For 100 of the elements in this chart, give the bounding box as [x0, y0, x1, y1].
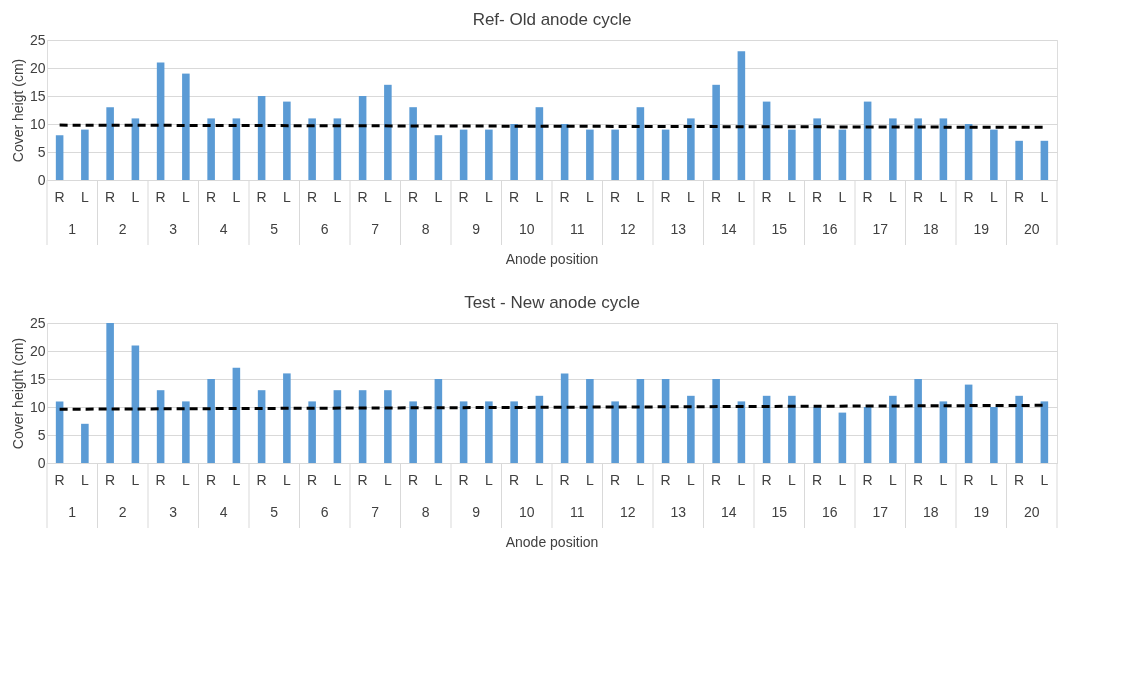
text: 14	[720, 504, 737, 520]
text: 16	[821, 221, 838, 237]
chart-title: Test - New anode cycle	[464, 293, 640, 312]
bar	[131, 345, 140, 463]
x-tick-label: L	[282, 471, 291, 488]
text: 1	[68, 504, 77, 520]
x-tick-label: L	[1040, 471, 1049, 488]
bar	[232, 367, 241, 463]
bar	[207, 118, 215, 180]
bar	[131, 118, 140, 180]
bar	[813, 407, 821, 463]
bar	[661, 129, 670, 180]
x-tick-label: L	[131, 471, 140, 488]
x-tick-label: R	[761, 188, 772, 205]
x-tick-label: L	[989, 471, 998, 488]
x-tick-label: L	[333, 188, 342, 205]
x-tick-label: L	[636, 188, 645, 205]
x-tick-label: R	[105, 471, 116, 488]
x-tick-label: L	[1040, 188, 1049, 205]
text: 18	[922, 504, 939, 520]
x-tick-label: R	[155, 471, 166, 488]
x-tick-label: R	[963, 471, 974, 488]
bar	[838, 412, 847, 463]
x-tick-label: R	[913, 188, 924, 205]
text: 2	[118, 221, 127, 237]
bar	[586, 379, 594, 463]
text: 4	[219, 504, 228, 520]
x-tick-label: L	[838, 188, 847, 205]
x-tick-label: R	[660, 188, 671, 205]
bar	[1015, 140, 1023, 180]
x-tick-label: R	[54, 471, 65, 488]
text: 6	[320, 221, 329, 237]
text: 17	[872, 504, 889, 520]
bar	[560, 373, 569, 463]
y-tick-label: 10	[29, 398, 46, 415]
bar	[1040, 140, 1049, 180]
y-tick-label: 15	[29, 87, 46, 104]
x-axis-title: Anode position	[505, 251, 599, 267]
bar	[308, 401, 316, 463]
x-tick-label: L	[484, 188, 493, 205]
y-tick-label: 10	[29, 115, 46, 132]
y-tick-label: 5	[37, 143, 46, 160]
text: 8	[421, 504, 430, 520]
text: 5	[270, 504, 279, 520]
bar	[283, 373, 291, 463]
x-tick-label: L	[80, 471, 89, 488]
bar	[964, 124, 973, 180]
x-tick-label: L	[535, 471, 544, 488]
x-tick-label: R	[256, 471, 267, 488]
text: 13	[670, 221, 687, 237]
x-tick-label: R	[155, 188, 166, 205]
bar	[485, 129, 493, 180]
x-tick-label: R	[458, 471, 469, 488]
text: 15	[771, 221, 788, 237]
x-tick-label: L	[888, 471, 897, 488]
bar	[182, 401, 190, 463]
x-tick-label: R	[1014, 471, 1025, 488]
bar	[257, 96, 266, 180]
bar	[586, 129, 594, 180]
bar	[712, 379, 720, 463]
bar	[485, 401, 493, 463]
x-tick-label: L	[131, 188, 140, 205]
bar	[788, 395, 796, 463]
text: 20	[1023, 504, 1040, 520]
x-tick-label: L	[484, 471, 493, 488]
x-tick-label: L	[434, 188, 443, 205]
x-tick-label: L	[383, 471, 392, 488]
bar	[283, 101, 291, 180]
x-tick-label: L	[686, 471, 695, 488]
x-tick-label: L	[737, 471, 746, 488]
x-tick-label: L	[585, 471, 594, 488]
x-tick-label: L	[80, 188, 89, 205]
bar	[914, 379, 922, 463]
bar	[434, 379, 443, 463]
text: 2	[118, 504, 127, 520]
y-tick-label: 15	[29, 370, 46, 387]
y-tick-label: 20	[29, 59, 46, 76]
text: 10	[518, 504, 535, 520]
x-tick-label: R	[559, 188, 570, 205]
bar	[81, 129, 89, 180]
x-tick-label: R	[206, 471, 217, 488]
x-tick-label: L	[787, 471, 796, 488]
bar	[182, 73, 190, 180]
x-tick-label: R	[559, 471, 570, 488]
x-tick-label: L	[888, 188, 897, 205]
x-tick-label: R	[54, 188, 65, 205]
bar	[232, 118, 241, 180]
bar	[55, 401, 64, 463]
bar	[459, 401, 468, 463]
bar	[207, 379, 215, 463]
text: 6	[320, 504, 329, 520]
bar	[308, 118, 316, 180]
bar	[55, 135, 64, 180]
x-tick-label: L	[636, 471, 645, 488]
bar	[636, 107, 645, 180]
x-tick-label: L	[333, 471, 342, 488]
x-tick-label: R	[1014, 188, 1025, 205]
x-tick-label: R	[711, 471, 722, 488]
text: 12	[619, 221, 636, 237]
bar	[737, 51, 746, 180]
